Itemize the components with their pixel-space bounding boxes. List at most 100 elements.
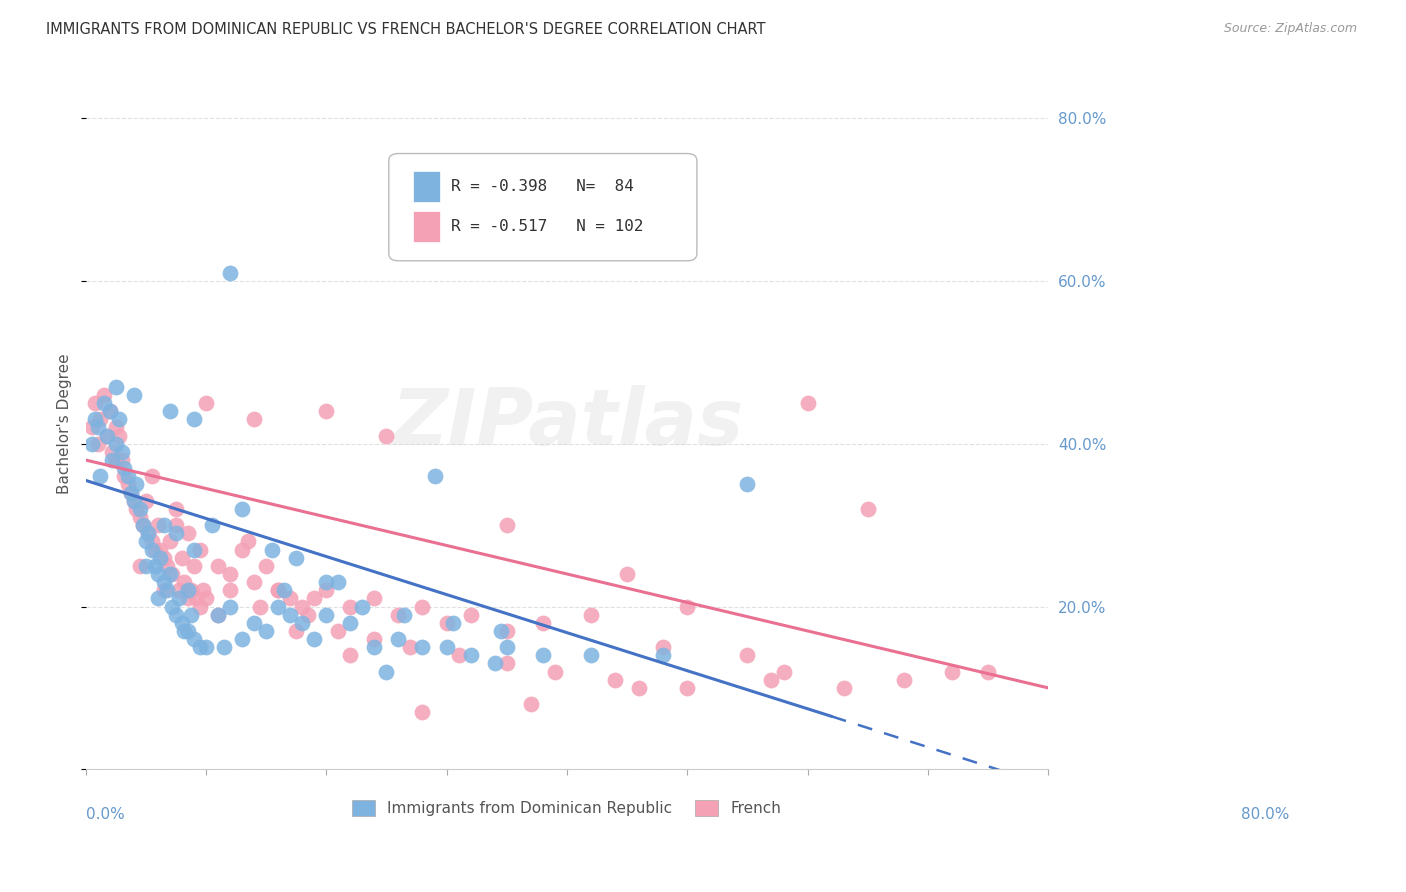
Point: [108, 412, 131, 426]
Point: [80, 420, 103, 434]
Point: [104, 453, 127, 467]
Point: [193, 583, 215, 598]
Point: [165, 518, 187, 533]
Point: [339, 648, 361, 663]
Point: [101, 445, 124, 459]
Point: [159, 534, 181, 549]
Point: [302, 632, 325, 646]
Point: [315, 583, 337, 598]
Point: [219, 566, 242, 581]
Point: [132, 518, 155, 533]
Point: [122, 493, 145, 508]
Point: [796, 396, 818, 410]
Legend: Immigrants from Dominican Republic, French: Immigrants from Dominican Republic, Fren…: [344, 793, 789, 824]
Point: [249, 599, 271, 614]
Point: [101, 453, 124, 467]
Point: [411, 640, 433, 655]
Point: [219, 583, 242, 598]
FancyBboxPatch shape: [389, 153, 697, 260]
Point: [173, 575, 195, 590]
Point: [143, 558, 166, 573]
Point: [183, 412, 205, 426]
Point: [544, 665, 567, 679]
Point: [188, 599, 211, 614]
Point: [832, 681, 855, 695]
Point: [177, 624, 200, 638]
Point: [135, 534, 157, 549]
Point: [423, 469, 446, 483]
Point: [173, 624, 195, 638]
Text: IMMIGRANTS FROM DOMINICAN REPUBLIC VS FRENCH BACHELOR'S DEGREE CORRELATION CHART: IMMIGRANTS FROM DOMINICAN REPUBLIC VS FR…: [46, 22, 766, 37]
Point: [254, 558, 277, 573]
Point: [339, 599, 361, 614]
Point: [375, 428, 398, 442]
Point: [219, 599, 242, 614]
Point: [141, 469, 163, 483]
Point: [772, 665, 794, 679]
Point: [186, 591, 208, 606]
Point: [194, 640, 217, 655]
Point: [89, 412, 111, 426]
Point: [278, 607, 301, 622]
Point: [89, 469, 111, 483]
Point: [531, 648, 554, 663]
Point: [165, 501, 187, 516]
Point: [520, 697, 543, 711]
Point: [104, 380, 127, 394]
Point: [352, 599, 374, 614]
Point: [315, 575, 337, 590]
Point: [436, 615, 458, 630]
Point: [93, 388, 115, 402]
Point: [104, 420, 127, 434]
Point: [460, 607, 482, 622]
Point: [136, 526, 159, 541]
Point: [84, 412, 107, 426]
Point: [616, 566, 638, 581]
Point: [231, 632, 253, 646]
Point: [132, 518, 155, 533]
Point: [484, 657, 506, 671]
Point: [125, 477, 148, 491]
Point: [135, 493, 157, 508]
Text: 0.0%: 0.0%: [86, 807, 124, 822]
Point: [128, 510, 150, 524]
Point: [152, 550, 174, 565]
Point: [98, 404, 121, 418]
Point: [141, 534, 163, 549]
Point: [143, 542, 166, 557]
Point: [273, 583, 295, 598]
Point: [170, 550, 193, 565]
Point: [893, 673, 915, 687]
Point: [302, 591, 325, 606]
Point: [80, 436, 103, 450]
Point: [177, 526, 200, 541]
Point: [156, 558, 179, 573]
Text: R = -0.398   N=  84: R = -0.398 N= 84: [451, 179, 634, 194]
Point: [188, 542, 211, 557]
Point: [146, 591, 169, 606]
Point: [84, 396, 107, 410]
Point: [219, 266, 242, 280]
Point: [441, 615, 464, 630]
Point: [128, 558, 150, 573]
Point: [243, 412, 266, 426]
Point: [212, 640, 235, 655]
Point: [146, 566, 169, 581]
Point: [165, 607, 187, 622]
Point: [315, 404, 337, 418]
Bar: [413, 211, 440, 242]
Point: [339, 615, 361, 630]
Point: [207, 558, 229, 573]
Point: [141, 542, 163, 557]
Text: 80.0%: 80.0%: [1240, 807, 1289, 822]
Point: [977, 665, 1000, 679]
Point: [231, 542, 253, 557]
Point: [394, 607, 416, 622]
Point: [603, 673, 626, 687]
Point: [411, 706, 433, 720]
Point: [110, 453, 132, 467]
Point: [180, 607, 202, 622]
Point: [136, 526, 159, 541]
Point: [108, 428, 131, 442]
Point: [436, 640, 458, 655]
